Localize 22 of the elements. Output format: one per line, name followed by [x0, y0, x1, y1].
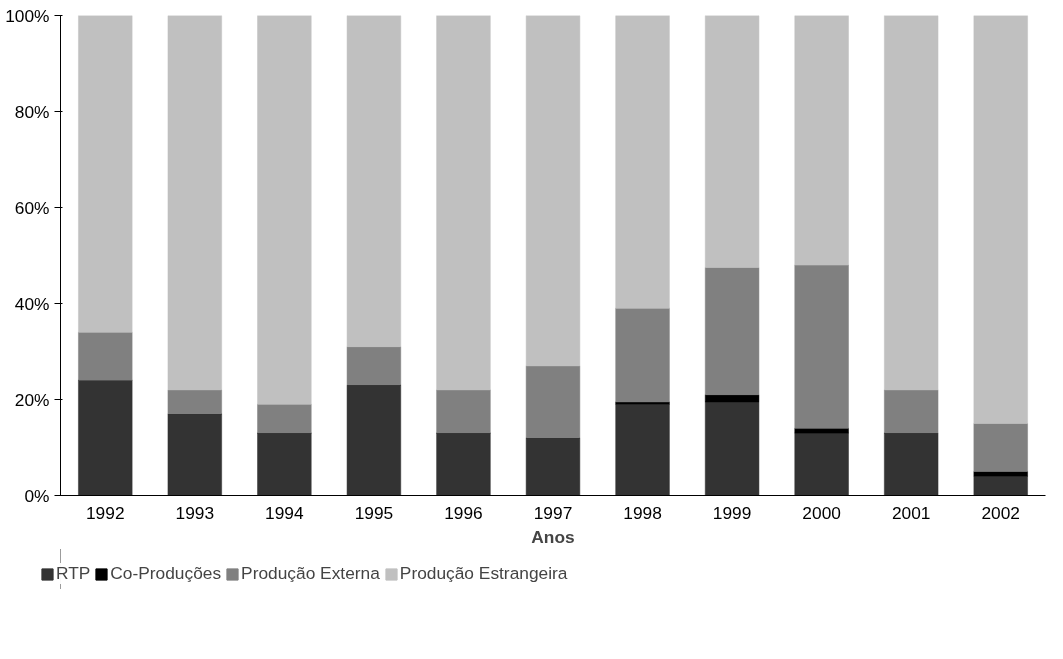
y-tick-label: 100%: [5, 5, 50, 26]
x-tick-label: 1996: [444, 502, 483, 523]
x-tick-label: 2001: [891, 502, 931, 523]
y-tick-label: 40%: [14, 293, 50, 314]
legend-label: Co-Produções: [110, 563, 222, 584]
x-tick-label: 1998: [623, 502, 662, 523]
x-tick-label: 1999: [712, 502, 752, 523]
y-tick-label: 80%: [14, 101, 50, 122]
y-tick-label: 60%: [14, 197, 50, 218]
legend-label: RTP: [56, 563, 91, 584]
x-tick-label: 2000: [802, 502, 841, 523]
x-tick-label: 1997: [533, 502, 573, 523]
x-tick-label: 1994: [265, 502, 304, 523]
y-tick-label: 20%: [14, 389, 50, 410]
legend-label: Produção Externa: [241, 563, 380, 584]
legend-label: Produção Estrangeira: [399, 563, 568, 584]
x-tick-label: 1992: [86, 502, 125, 523]
x-tick-label: 1995: [354, 502, 394, 523]
x-tick-label: 1993: [175, 502, 215, 523]
x-tick-label: 2002: [981, 502, 1021, 523]
x-axis-title: Anos: [531, 526, 575, 547]
y-tick-label: 0%: [24, 485, 50, 506]
